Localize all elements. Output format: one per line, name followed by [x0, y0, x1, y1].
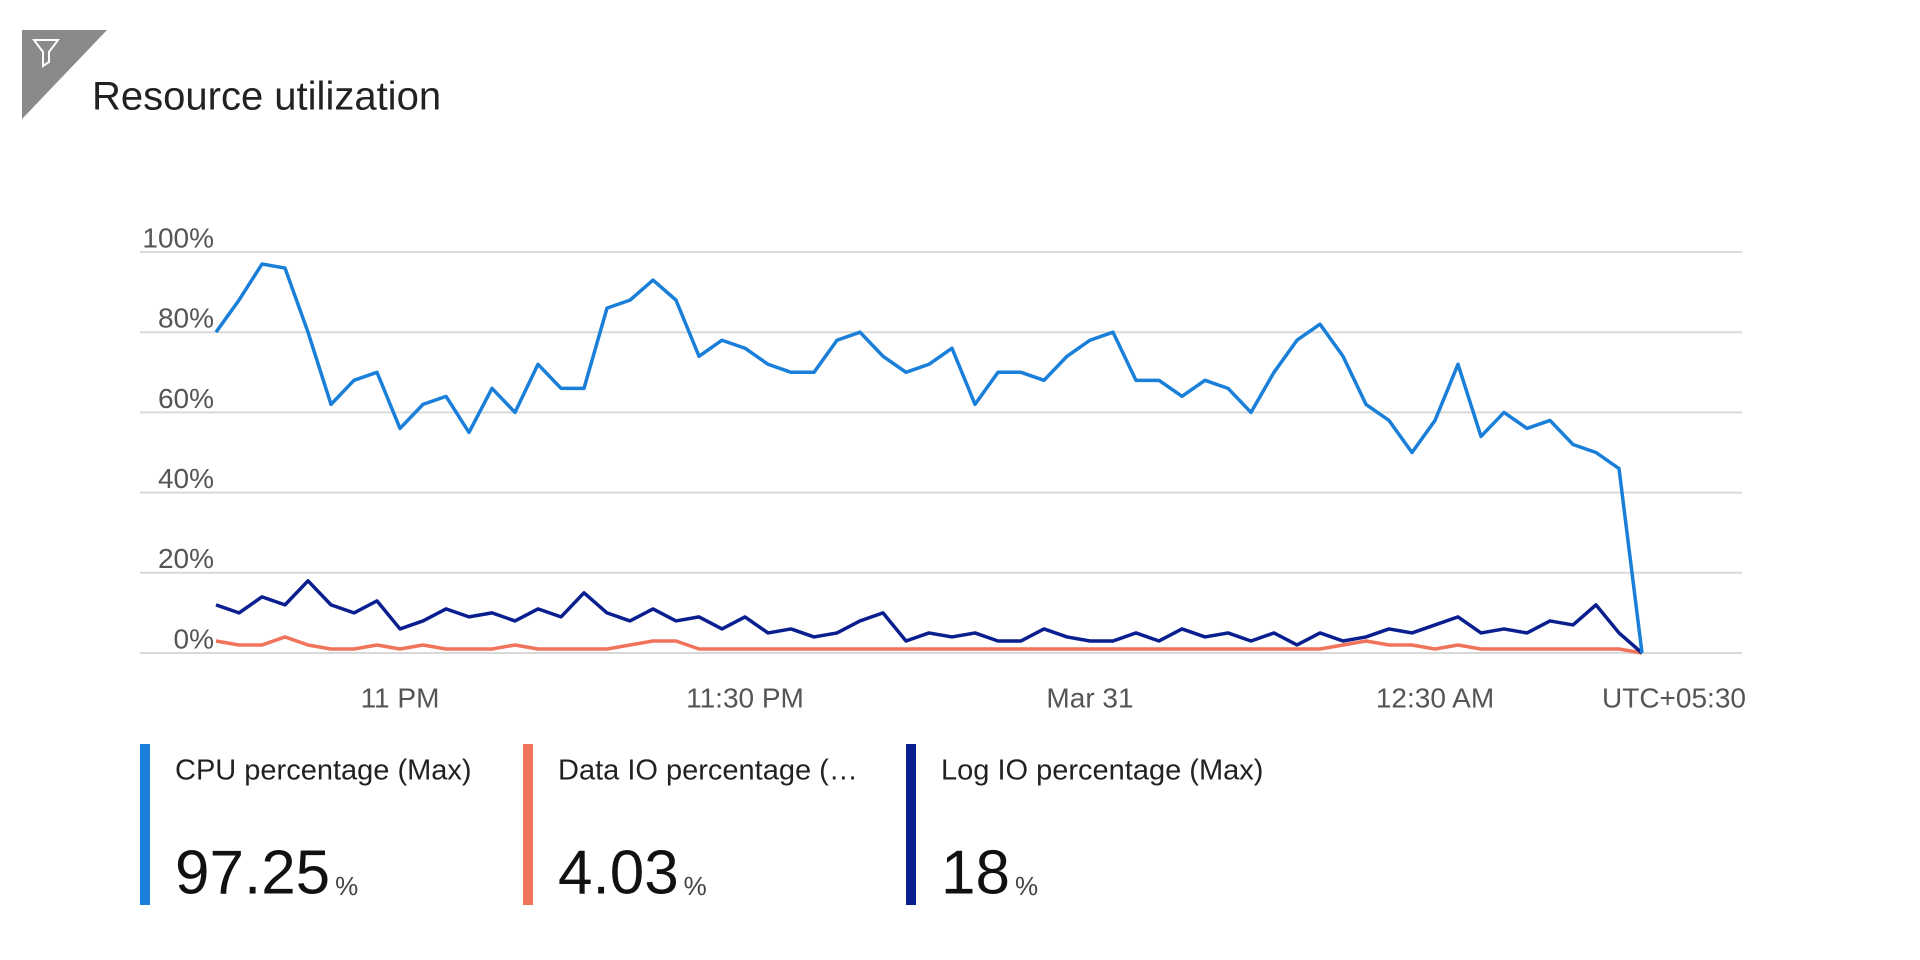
legend-name: Data IO percentage (…: [558, 755, 858, 787]
legend-swatch: [906, 744, 916, 905]
legend-swatch: [140, 744, 150, 905]
x-tick-label: 11 PM: [361, 682, 440, 713]
x-tick-label: 12:30 AM: [1376, 682, 1494, 713]
series-line: [215, 635, 1643, 655]
legend-value: 4.03: [558, 838, 679, 907]
legend-unit: %: [335, 871, 358, 901]
x-tick-label: Mar 31: [1046, 682, 1133, 713]
y-tick-label: 40%: [158, 463, 214, 494]
legend-unit: %: [1015, 871, 1038, 901]
timezone-label: UTC+05:30: [1602, 682, 1746, 713]
x-tick-label: 11:30 PM: [686, 682, 804, 713]
series-line: [214, 262, 1644, 654]
chart-title: Resource utilization: [92, 75, 441, 119]
y-tick-label: 0%: [174, 623, 214, 654]
legend-name: Log IO percentage (Max): [941, 755, 1263, 787]
series-line: [215, 579, 1644, 655]
filter-glyph: [32, 39, 60, 68]
legend-value: 97.25: [175, 838, 330, 907]
legend-name: CPU percentage (Max): [175, 755, 472, 787]
y-tick-label: 20%: [158, 543, 214, 574]
y-tick-label: 80%: [158, 303, 214, 334]
legend-swatch: [523, 744, 533, 905]
y-tick-label: 100%: [142, 222, 214, 253]
legend-unit: %: [684, 871, 707, 901]
legend-value: 18: [941, 838, 1010, 907]
y-tick-label: 60%: [158, 383, 214, 414]
